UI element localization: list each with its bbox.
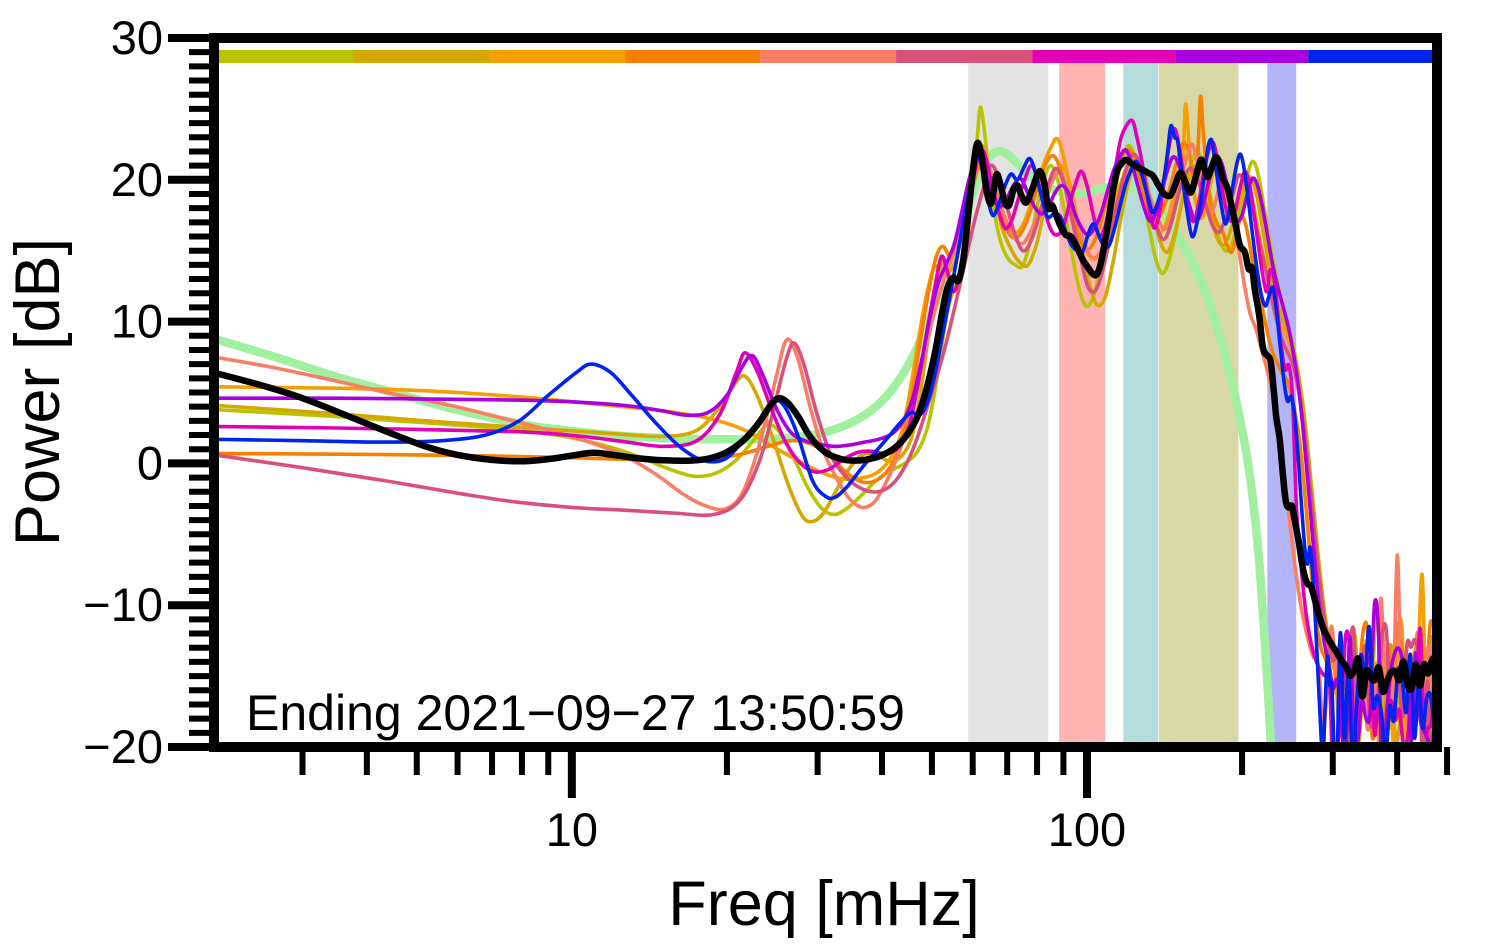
series-lines — [219, 94, 1432, 742]
colorbar-segment-7 — [1032, 50, 1176, 63]
y-tick-label: 20 — [111, 153, 163, 206]
y-tick-label: 0 — [137, 436, 163, 489]
colorbar-segment-1 — [214, 50, 354, 63]
x-tick-label: 10 — [546, 803, 598, 856]
colorbar-segment-5 — [760, 50, 897, 63]
trace-mean-black — [219, 139, 1432, 700]
x-tick-label: 100 — [1048, 803, 1126, 856]
colorbar-segment-8 — [1175, 50, 1309, 63]
plot-frame — [209, 33, 1442, 752]
reference-smooth — [219, 146, 1275, 742]
trace-orange-deep — [219, 94, 1432, 741]
x-axis-title: Freq [mHz] — [668, 869, 980, 939]
colorbar-segment-2 — [353, 50, 491, 63]
axis-ticks — [168, 34, 1451, 798]
y-tick-label: −10 — [83, 578, 163, 631]
colorbar-segment-4 — [625, 50, 761, 63]
y-axis-title: Power [dB] — [3, 237, 73, 547]
colorbar-segment-3 — [490, 50, 626, 63]
colorbar-segment-6 — [896, 50, 1033, 63]
ending-timestamp-annotation: Ending 2021−09−27 13:50:59 — [246, 685, 905, 741]
colorbar-segment-9 — [1308, 50, 1437, 63]
y-tick-label: 10 — [111, 295, 163, 348]
trace-salmon — [219, 142, 1432, 734]
y-tick-label: 30 — [111, 11, 163, 64]
y-tick-label: −20 — [83, 720, 163, 773]
top-colorbar — [214, 50, 1437, 63]
trace-blue — [219, 123, 1432, 742]
